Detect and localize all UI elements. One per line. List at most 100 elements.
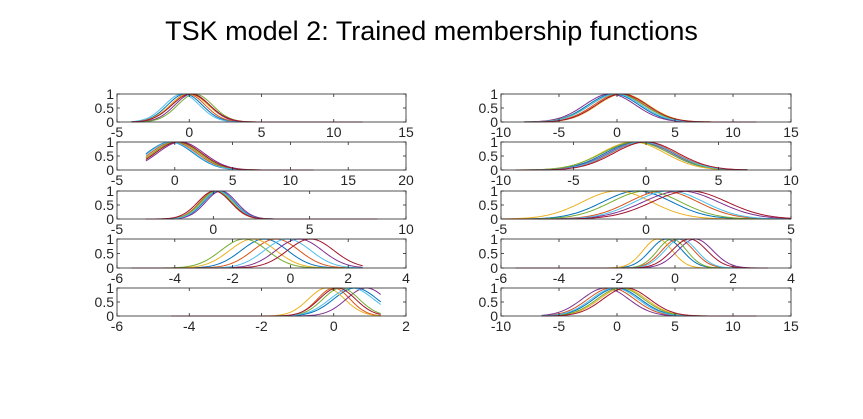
subplot-4: -6 -4 -2 0 2 400.51 — [95, 231, 411, 286]
x-tick-label: 0 — [330, 318, 338, 334]
membership-curve-1 — [131, 238, 363, 269]
x-tick-label: 5 — [671, 124, 679, 140]
x-tick-label: 15 — [783, 318, 799, 334]
y-tick-label: 1 — [490, 183, 498, 199]
membership-curve-6 — [145, 190, 378, 220]
y-tick-label: 1 — [106, 86, 114, 102]
subplot-5: -6 -4 -2 0 200.51 — [95, 280, 411, 334]
x-tick-label: 0 — [209, 221, 217, 237]
x-tick-label: -10 — [491, 318, 511, 334]
x-tick-label: -5 — [111, 124, 124, 140]
x-tick-label: -5 — [553, 124, 566, 140]
x-tick-label: -5 — [567, 172, 580, 188]
y-tick-label: 0.5 — [479, 246, 499, 262]
membership-curve-1 — [171, 287, 382, 317]
axes-box — [116, 238, 407, 269]
x-tick-label: 0 — [287, 270, 295, 286]
x-tick-label: 0 — [171, 172, 179, 188]
x-tick-label: 0 — [642, 221, 650, 237]
y-tick-label: 0 — [106, 308, 114, 324]
y-tick-label: 0 — [106, 114, 114, 130]
y-tick-label: 1 — [106, 231, 114, 247]
x-tick-label: 2 — [729, 270, 737, 286]
x-tick-label: 0 — [185, 124, 193, 140]
membership-curve-6 — [515, 141, 748, 171]
membership-curve-4 — [171, 287, 382, 317]
y-tick-label: 0 — [490, 211, 498, 227]
y-tick-label: 0 — [106, 211, 114, 227]
membership-curve-4 — [524, 93, 757, 123]
y-tick-label: 1 — [490, 231, 498, 247]
x-tick-label: -4 — [169, 270, 182, 286]
y-tick-label: 0.5 — [479, 100, 499, 116]
membership-curve-6 — [131, 93, 363, 123]
x-tick-label: -2 — [611, 270, 624, 286]
membership-curve-5 — [145, 190, 378, 220]
membership-curve-5 — [541, 287, 757, 317]
y-tick-label: 0 — [490, 162, 498, 178]
y-tick-label: 0.5 — [479, 148, 499, 164]
axes-box — [116, 190, 407, 220]
x-tick-label: -4 — [553, 270, 566, 286]
x-tick-label: 0 — [613, 318, 621, 334]
membership-curve-7 — [171, 287, 381, 317]
membership-curve-5 — [131, 93, 363, 123]
x-tick-label: 10 — [783, 172, 799, 188]
subplot-8: -5 0 500.51 — [479, 183, 796, 237]
x-tick-label: 5 — [306, 221, 314, 237]
x-tick-label: -2 — [255, 318, 268, 334]
x-tick-label: 0 — [642, 172, 650, 188]
x-tick-label: 5 — [671, 318, 679, 334]
membership-curve-1 — [515, 141, 748, 171]
membership-curve-3 — [145, 141, 314, 171]
y-tick-label: 0.5 — [479, 197, 499, 213]
x-tick-label: 10 — [725, 318, 741, 334]
x-tick-label: 5 — [787, 221, 795, 237]
membership-curve-2 — [171, 287, 381, 317]
membership-curve-5 — [131, 238, 363, 269]
membership-curve-7 — [131, 238, 363, 269]
x-tick-label: -10 — [491, 172, 511, 188]
membership-curve-3 — [515, 141, 748, 171]
membership-curve-4 — [131, 238, 363, 269]
membership-curve-4 — [515, 141, 748, 171]
x-tick-label: 10 — [326, 124, 342, 140]
membership-curve-2 — [131, 238, 363, 269]
x-tick-label: 2 — [344, 270, 352, 286]
x-tick-label: -6 — [111, 270, 124, 286]
y-tick-label: 1 — [106, 183, 114, 199]
x-tick-label: 10 — [725, 124, 741, 140]
x-tick-label: 0 — [671, 270, 679, 286]
membership-curve-7 — [131, 93, 363, 123]
membership-curve-5 — [171, 287, 381, 317]
x-tick-label: -5 — [111, 172, 124, 188]
subplot-9: -6 -4 -2 0 2 400.51 — [479, 231, 796, 286]
membership-curve-4 — [515, 238, 768, 269]
y-tick-label: 0 — [106, 162, 114, 178]
y-tick-label: 0 — [490, 114, 498, 130]
membership-curve-4 — [131, 93, 363, 123]
y-tick-label: 0.5 — [95, 197, 115, 213]
x-tick-label: 15 — [398, 124, 414, 140]
membership-curve-6 — [131, 238, 363, 269]
x-tick-label: 5 — [229, 172, 237, 188]
membership-curve-3 — [145, 190, 378, 220]
x-tick-label: -5 — [111, 221, 124, 237]
y-tick-label: 1 — [490, 280, 498, 296]
membership-curve-3 — [131, 238, 363, 269]
y-tick-label: 0.5 — [479, 294, 499, 310]
membership-curve-3 — [171, 287, 381, 317]
y-tick-label: 0 — [106, 260, 114, 276]
membership-curve-5 — [145, 141, 314, 171]
y-tick-label: 1 — [106, 280, 114, 296]
x-tick-label: -4 — [183, 318, 196, 334]
x-tick-label: 0 — [613, 124, 621, 140]
y-tick-label: 0.5 — [95, 246, 115, 262]
y-tick-label: 0.5 — [95, 294, 115, 310]
